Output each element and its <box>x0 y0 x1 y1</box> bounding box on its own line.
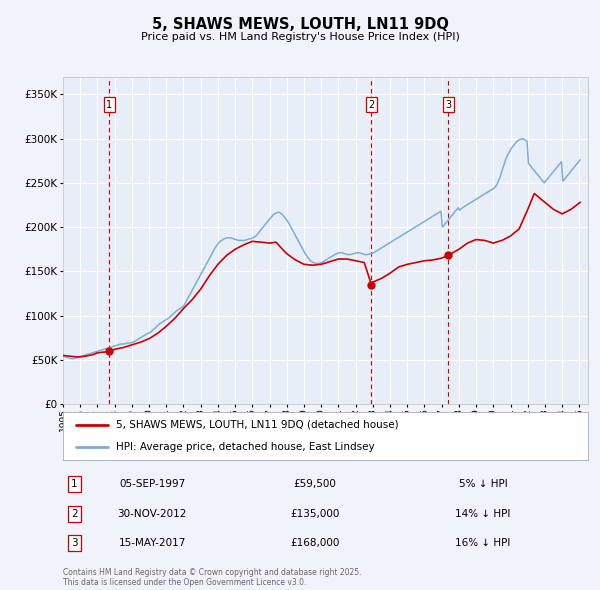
Text: 30-NOV-2012: 30-NOV-2012 <box>118 509 187 519</box>
Text: 2: 2 <box>368 100 374 110</box>
Text: Price paid vs. HM Land Registry's House Price Index (HPI): Price paid vs. HM Land Registry's House … <box>140 32 460 42</box>
Text: 1: 1 <box>106 100 112 110</box>
Text: 5, SHAWS MEWS, LOUTH, LN11 9DQ (detached house): 5, SHAWS MEWS, LOUTH, LN11 9DQ (detached… <box>115 420 398 430</box>
Text: 1: 1 <box>71 479 78 489</box>
Text: 3: 3 <box>445 100 451 110</box>
Text: 05-SEP-1997: 05-SEP-1997 <box>119 479 185 489</box>
Text: 5, SHAWS MEWS, LOUTH, LN11 9DQ: 5, SHAWS MEWS, LOUTH, LN11 9DQ <box>152 17 448 32</box>
Text: 14% ↓ HPI: 14% ↓ HPI <box>455 509 511 519</box>
Text: This data is licensed under the Open Government Licence v3.0.: This data is licensed under the Open Gov… <box>63 578 307 587</box>
Text: £59,500: £59,500 <box>293 479 337 489</box>
Text: 15-MAY-2017: 15-MAY-2017 <box>119 538 186 548</box>
Text: Contains HM Land Registry data © Crown copyright and database right 2025.: Contains HM Land Registry data © Crown c… <box>63 568 361 577</box>
Text: £135,000: £135,000 <box>290 509 340 519</box>
Text: 3: 3 <box>71 538 78 548</box>
Text: £168,000: £168,000 <box>290 538 340 548</box>
Text: 5% ↓ HPI: 5% ↓ HPI <box>458 479 508 489</box>
Text: 2: 2 <box>71 509 78 519</box>
Text: HPI: Average price, detached house, East Lindsey: HPI: Average price, detached house, East… <box>115 442 374 452</box>
Text: 16% ↓ HPI: 16% ↓ HPI <box>455 538 511 548</box>
